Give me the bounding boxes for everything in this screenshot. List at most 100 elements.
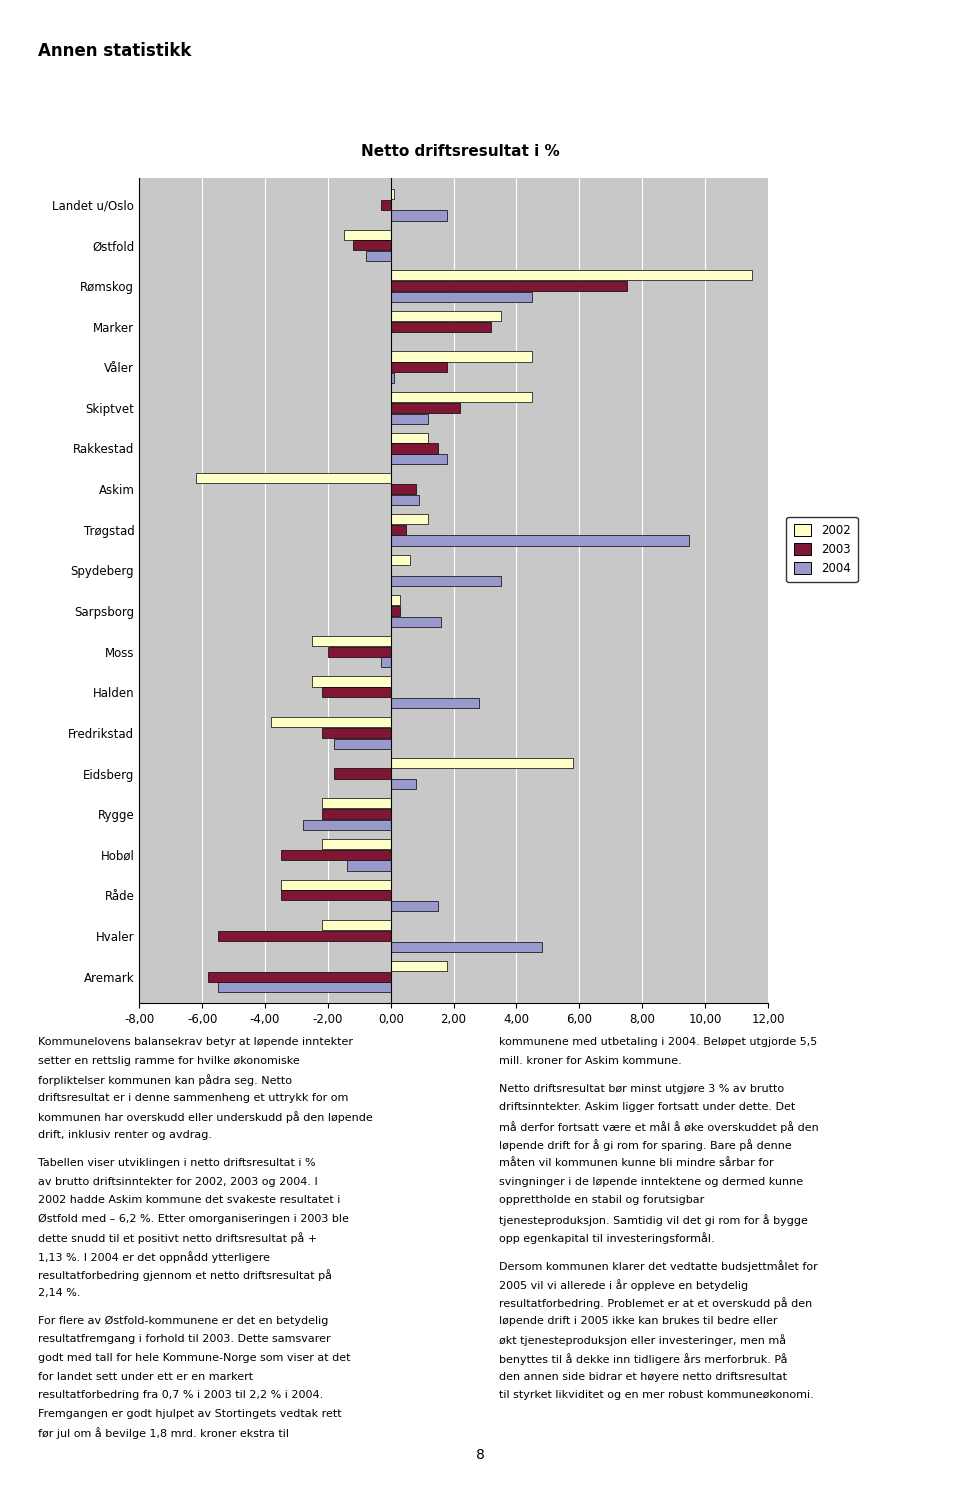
Text: 2,14 %.: 2,14 %.	[38, 1288, 81, 1297]
Text: av brutto driftsinntekter for 2002, 2003 og 2004. I: av brutto driftsinntekter for 2002, 2003…	[38, 1177, 318, 1186]
Bar	[381, 199, 391, 210]
Bar	[312, 676, 391, 687]
Text: Netto driftsresultat bør minst utgjøre 3 % av brutto: Netto driftsresultat bør minst utgjøre 3…	[499, 1083, 784, 1094]
Text: 2002 hadde Askim kommune det svakeste resultatet i: 2002 hadde Askim kommune det svakeste re…	[38, 1195, 341, 1205]
Bar	[391, 281, 627, 291]
Bar	[391, 413, 428, 424]
Bar	[391, 596, 400, 605]
Bar	[391, 554, 410, 565]
Text: svingninger i de løpende inntektene og dermed kunne: svingninger i de løpende inntektene og d…	[499, 1177, 804, 1186]
Bar	[391, 606, 400, 617]
Text: den annen side bidrar et høyere netto driftsresultat: den annen side bidrar et høyere netto dr…	[499, 1372, 787, 1382]
Text: godt med tall for hele Kommune-Norge som viser at det: godt med tall for hele Kommune-Norge som…	[38, 1354, 351, 1363]
Bar	[322, 840, 391, 849]
Bar	[322, 687, 391, 697]
Text: 8: 8	[475, 1449, 485, 1462]
Bar	[391, 942, 541, 953]
Text: For flere av Østfold-kommunene er det en betydelig: For flere av Østfold-kommunene er det en…	[38, 1317, 328, 1326]
Text: økt tjenesteproduksjon eller investeringer, men må: økt tjenesteproduksjon eller investering…	[499, 1334, 786, 1346]
Bar	[322, 920, 391, 930]
Bar	[391, 698, 479, 709]
Text: 1,13 %. I 2004 er det oppnådd ytterligere: 1,13 %. I 2004 er det oppnådd ytterliger…	[38, 1251, 271, 1263]
Bar	[280, 890, 391, 901]
Legend: 2002, 2003, 2004: 2002, 2003, 2004	[786, 517, 857, 583]
Bar	[381, 657, 391, 667]
Bar	[208, 972, 391, 982]
Bar	[391, 211, 447, 220]
Text: Annen statistikk: Annen statistikk	[38, 42, 192, 59]
Text: forpliktelser kommunen kan pådra seg. Netto: forpliktelser kommunen kan pådra seg. Ne…	[38, 1074, 293, 1086]
Bar	[391, 363, 447, 373]
Bar	[391, 189, 394, 199]
Text: driftsresultat er i denne sammenheng et uttrykk for om: driftsresultat er i denne sammenheng et …	[38, 1094, 348, 1103]
Text: resultatfremgang i forhold til 2003. Dette samsvarer: resultatfremgang i forhold til 2003. Det…	[38, 1334, 331, 1345]
Bar	[391, 758, 573, 768]
Bar	[391, 901, 438, 911]
Bar	[322, 728, 391, 739]
Bar	[391, 577, 501, 585]
Bar	[322, 798, 391, 808]
Bar	[327, 646, 391, 657]
Text: Netto driftsresultat i %: Netto driftsresultat i %	[361, 144, 561, 159]
Text: Fremgangen er godt hjulpet av Stortingets vedtak rett: Fremgangen er godt hjulpet av Stortinget…	[38, 1409, 342, 1419]
Bar	[196, 473, 391, 483]
Text: benyttes til å dekke inn tidligere års merforbruk. På: benyttes til å dekke inn tidligere års m…	[499, 1354, 788, 1366]
Bar	[353, 241, 391, 251]
Bar	[391, 443, 438, 453]
Bar	[312, 636, 391, 646]
Bar	[347, 860, 391, 871]
Text: til styrket likviditet og en mer robust kommuneøkonomi.: til styrket likviditet og en mer robust …	[499, 1391, 814, 1400]
Bar	[391, 392, 532, 403]
Text: setter en rettslig ramme for hvilke økonomiske: setter en rettslig ramme for hvilke økon…	[38, 1055, 300, 1065]
Bar	[391, 351, 532, 361]
Text: tjenesteproduksjon. Samtidig vil det gi rom for å bygge: tjenesteproduksjon. Samtidig vil det gi …	[499, 1214, 808, 1226]
Bar	[391, 270, 753, 281]
Bar	[391, 455, 447, 464]
Bar	[391, 432, 428, 443]
Text: Dersom kommunen klarer det vedtatte budsjettmålet for: Dersom kommunen klarer det vedtatte buds…	[499, 1260, 818, 1272]
Text: for landet sett under ett er en markert: for landet sett under ett er en markert	[38, 1372, 253, 1382]
Text: må derfor fortsatt være et mål å øke overskuddet på den: må derfor fortsatt være et mål å øke ove…	[499, 1120, 819, 1132]
Text: resultatforbedring fra 0,7 % i 2003 til 2,2 % i 2004.: resultatforbedring fra 0,7 % i 2003 til …	[38, 1391, 324, 1400]
Bar	[391, 311, 501, 321]
Bar	[334, 739, 391, 749]
Text: resultatforbedring. Problemet er at et overskudd på den: resultatforbedring. Problemet er at et o…	[499, 1297, 812, 1309]
Bar	[344, 229, 391, 239]
Bar	[280, 880, 391, 890]
Bar	[391, 291, 532, 302]
Text: før jul om å bevilge 1,8 mrd. kroner ekstra til: før jul om å bevilge 1,8 mrd. kroner eks…	[38, 1428, 289, 1440]
Bar	[322, 808, 391, 819]
Text: opprettholde en stabil og forutsigbar: opprettholde en stabil og forutsigbar	[499, 1195, 705, 1205]
Bar	[391, 403, 460, 413]
Text: Østfold med – 6,2 %. Etter omorganiseringen i 2003 ble: Østfold med – 6,2 %. Etter omorganiserin…	[38, 1214, 349, 1224]
Text: driftsinntekter. Askim ligger fortsatt under dette. Det: driftsinntekter. Askim ligger fortsatt u…	[499, 1103, 796, 1112]
Text: løpende drift i 2005 ikke kan brukes til bedre eller: løpende drift i 2005 ikke kan brukes til…	[499, 1317, 778, 1326]
Bar	[334, 768, 391, 779]
Bar	[280, 850, 391, 860]
Text: kommunene med utbetaling i 2004. Beløpet utgjorde 5,5: kommunene med utbetaling i 2004. Beløpet…	[499, 1037, 818, 1048]
Text: drift, inklusiv renter og avdrag.: drift, inklusiv renter og avdrag.	[38, 1131, 212, 1140]
Bar	[391, 779, 416, 789]
Bar	[218, 982, 391, 993]
Bar	[391, 617, 441, 627]
Text: opp egenkapital til investeringsformål.: opp egenkapital til investeringsformål.	[499, 1232, 715, 1244]
Bar	[302, 820, 391, 831]
Text: 2005 vil vi allerede i år oppleve en betydelig: 2005 vil vi allerede i år oppleve en bet…	[499, 1279, 749, 1291]
Bar	[218, 930, 391, 941]
Text: resultatforbedring gjennom et netto driftsresultat på: resultatforbedring gjennom et netto drif…	[38, 1269, 332, 1281]
Bar	[391, 373, 394, 383]
Bar	[391, 321, 492, 331]
Text: kommunen har overskudd eller underskudd på den løpende: kommunen har overskudd eller underskudd …	[38, 1112, 373, 1123]
Bar	[391, 525, 406, 535]
Text: løpende drift for å gi rom for sparing. Bare på denne: løpende drift for å gi rom for sparing. …	[499, 1140, 792, 1152]
Text: måten vil kommunen kunne bli mindre sårbar for: måten vil kommunen kunne bli mindre sårb…	[499, 1158, 774, 1168]
Text: mill. kroner for Askim kommune.: mill. kroner for Askim kommune.	[499, 1055, 682, 1065]
Bar	[391, 961, 447, 970]
Bar	[391, 514, 428, 525]
Bar	[391, 484, 416, 495]
Bar	[366, 251, 391, 262]
Bar	[391, 535, 689, 545]
Bar	[391, 495, 419, 505]
Text: dette snudd til et positivt netto driftsresultat på +: dette snudd til et positivt netto drifts…	[38, 1232, 318, 1244]
Bar	[272, 718, 391, 727]
